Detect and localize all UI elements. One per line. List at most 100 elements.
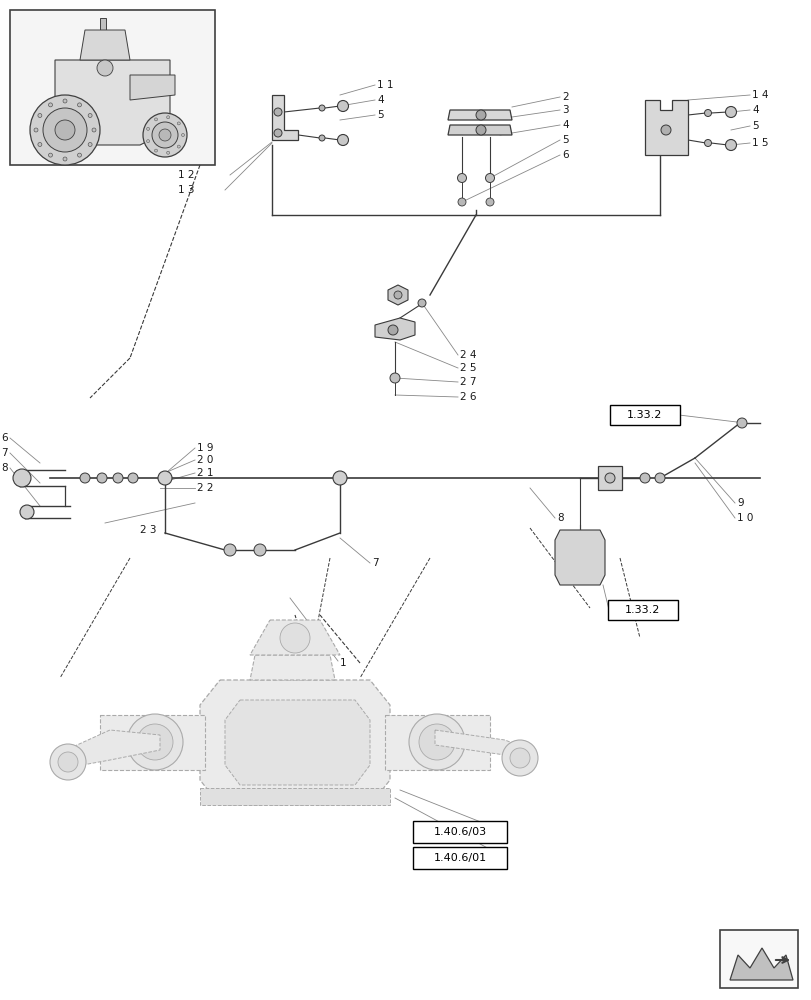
FancyBboxPatch shape bbox=[413, 821, 506, 843]
Circle shape bbox=[154, 118, 157, 121]
Circle shape bbox=[182, 134, 184, 137]
Circle shape bbox=[77, 103, 81, 107]
Text: 1 0: 1 0 bbox=[736, 513, 753, 523]
Text: 1 4: 1 4 bbox=[751, 90, 767, 100]
Circle shape bbox=[639, 473, 649, 483]
Text: 1: 1 bbox=[340, 658, 346, 668]
Circle shape bbox=[418, 299, 426, 307]
Polygon shape bbox=[448, 110, 512, 120]
Circle shape bbox=[604, 473, 614, 483]
Circle shape bbox=[166, 151, 169, 154]
Text: 4: 4 bbox=[751, 105, 757, 115]
Circle shape bbox=[654, 473, 664, 483]
Polygon shape bbox=[384, 715, 489, 770]
Text: 5: 5 bbox=[561, 135, 568, 145]
FancyBboxPatch shape bbox=[607, 600, 677, 620]
Text: 7: 7 bbox=[2, 448, 8, 458]
Circle shape bbox=[13, 469, 31, 487]
Circle shape bbox=[704, 140, 710, 147]
Circle shape bbox=[159, 129, 171, 141]
Polygon shape bbox=[250, 655, 335, 680]
Circle shape bbox=[457, 198, 466, 206]
Text: 1 5: 1 5 bbox=[751, 138, 767, 148]
Text: 1 3: 1 3 bbox=[178, 185, 195, 195]
Circle shape bbox=[485, 174, 494, 183]
Bar bbox=[100, 18, 106, 36]
Circle shape bbox=[486, 198, 493, 206]
FancyBboxPatch shape bbox=[413, 847, 506, 869]
Text: 6: 6 bbox=[2, 433, 8, 443]
Circle shape bbox=[147, 127, 149, 130]
Text: 2 2: 2 2 bbox=[197, 483, 213, 493]
Polygon shape bbox=[100, 715, 204, 770]
Circle shape bbox=[319, 135, 324, 141]
Text: 5: 5 bbox=[751, 121, 757, 131]
Circle shape bbox=[20, 505, 34, 519]
Text: 2 7: 2 7 bbox=[460, 377, 476, 387]
Text: 6: 6 bbox=[561, 150, 568, 160]
Circle shape bbox=[393, 291, 401, 299]
Circle shape bbox=[92, 128, 96, 132]
Circle shape bbox=[475, 110, 486, 120]
Polygon shape bbox=[200, 680, 389, 805]
Polygon shape bbox=[554, 530, 604, 585]
Circle shape bbox=[49, 103, 53, 107]
Circle shape bbox=[113, 473, 122, 483]
Circle shape bbox=[88, 143, 92, 147]
Polygon shape bbox=[225, 700, 370, 785]
Circle shape bbox=[254, 544, 266, 556]
Text: 1 2: 1 2 bbox=[178, 170, 195, 180]
Circle shape bbox=[177, 122, 180, 125]
Text: 1.33.2: 1.33.2 bbox=[624, 605, 660, 615]
Text: 2 1: 2 1 bbox=[197, 468, 213, 478]
Circle shape bbox=[501, 740, 538, 776]
Circle shape bbox=[152, 122, 178, 148]
Circle shape bbox=[55, 120, 75, 140]
Circle shape bbox=[273, 129, 281, 137]
Polygon shape bbox=[729, 948, 792, 980]
Circle shape bbox=[177, 145, 180, 148]
Circle shape bbox=[97, 473, 107, 483]
FancyBboxPatch shape bbox=[609, 405, 679, 425]
Circle shape bbox=[58, 752, 78, 772]
Bar bbox=[10, 10, 215, 165]
Polygon shape bbox=[644, 100, 687, 155]
Polygon shape bbox=[435, 730, 530, 765]
Text: 1.33.2: 1.33.2 bbox=[627, 410, 662, 420]
Polygon shape bbox=[250, 620, 340, 655]
Circle shape bbox=[418, 724, 454, 760]
Text: 7: 7 bbox=[371, 558, 378, 568]
Circle shape bbox=[38, 114, 42, 118]
Polygon shape bbox=[80, 30, 130, 60]
Text: 9: 9 bbox=[736, 498, 743, 508]
Circle shape bbox=[30, 95, 100, 165]
Circle shape bbox=[457, 174, 466, 183]
Circle shape bbox=[388, 325, 397, 335]
Circle shape bbox=[43, 108, 87, 152]
Circle shape bbox=[337, 101, 348, 112]
Text: 2: 2 bbox=[561, 92, 568, 102]
Text: 1.40.6/01: 1.40.6/01 bbox=[433, 853, 486, 863]
Circle shape bbox=[49, 153, 53, 157]
Circle shape bbox=[63, 99, 67, 103]
Circle shape bbox=[704, 110, 710, 117]
Polygon shape bbox=[55, 60, 169, 145]
Circle shape bbox=[509, 748, 530, 768]
Circle shape bbox=[143, 113, 187, 157]
Circle shape bbox=[63, 157, 67, 161]
Text: 5: 5 bbox=[376, 110, 383, 120]
Circle shape bbox=[273, 108, 281, 116]
Circle shape bbox=[128, 473, 138, 483]
Circle shape bbox=[166, 116, 169, 119]
Circle shape bbox=[38, 143, 42, 147]
Circle shape bbox=[724, 139, 736, 151]
Text: 8: 8 bbox=[556, 513, 563, 523]
Circle shape bbox=[158, 471, 172, 485]
Polygon shape bbox=[200, 788, 389, 805]
Polygon shape bbox=[448, 125, 512, 135]
Text: 1 1: 1 1 bbox=[376, 80, 393, 90]
Text: 1 9: 1 9 bbox=[197, 443, 213, 453]
Text: 8: 8 bbox=[2, 463, 8, 473]
Circle shape bbox=[724, 106, 736, 118]
Text: 2 6: 2 6 bbox=[460, 392, 476, 402]
